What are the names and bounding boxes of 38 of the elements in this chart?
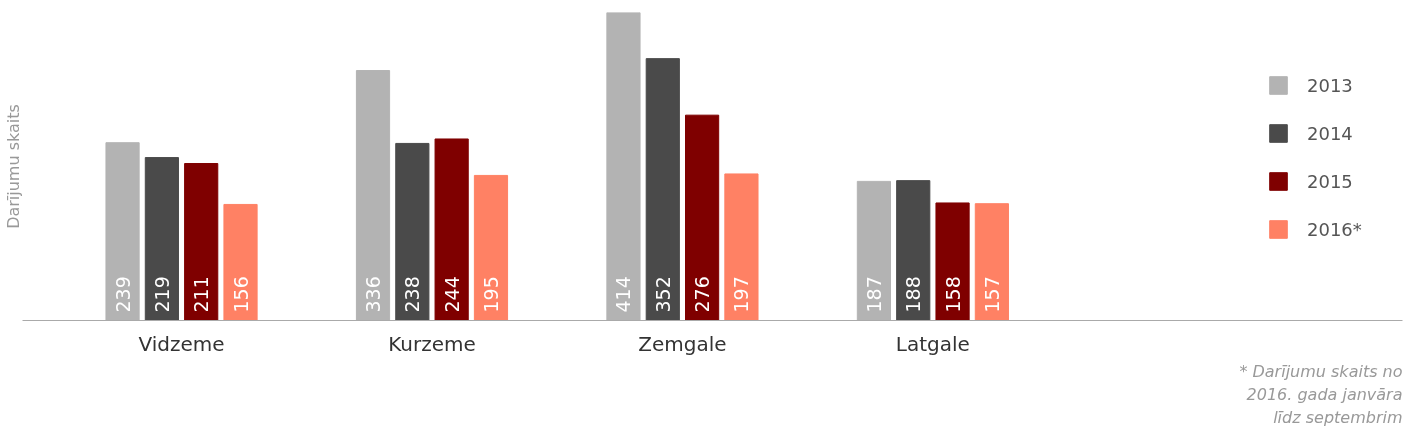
data-label: 187 (862, 276, 885, 313)
bar (144, 157, 179, 321)
data-label: 156 (229, 276, 252, 313)
data-label: 157 (980, 276, 1003, 313)
data-label: 336 (362, 276, 385, 313)
data-label: 276 (691, 276, 714, 313)
bar (724, 173, 759, 321)
legend-label: 2014 (1307, 122, 1353, 144)
x-tick-label: Vidzeme (138, 331, 225, 356)
x-tick-label: Kurzeme (388, 331, 476, 356)
bar (434, 138, 469, 321)
bar (974, 203, 1009, 321)
bar (935, 202, 970, 321)
data-label: 352 (651, 276, 674, 313)
bar (184, 163, 219, 321)
data-label: 238 (401, 276, 424, 313)
bar (685, 114, 720, 321)
x-tick-label: Zemgale (638, 331, 727, 356)
bar (223, 203, 258, 321)
bar (896, 180, 931, 321)
data-label: 244 (440, 276, 463, 313)
data-label: 197 (730, 276, 753, 313)
data-label: 158 (941, 276, 964, 313)
legend-label: 2016* (1307, 218, 1362, 240)
data-label: 219 (150, 276, 173, 313)
data-label: 211 (190, 276, 213, 313)
data-label: 414 (612, 276, 635, 313)
legend-label: 2013 (1307, 74, 1353, 96)
legend-label: 2015 (1307, 170, 1353, 192)
data-label: 188 (902, 276, 925, 313)
y-axis-title: Darījumu skaits (3, 104, 23, 229)
bar (645, 58, 680, 321)
data-label: 195 (479, 276, 502, 313)
bar (473, 174, 509, 321)
text: * Darījumu skaits no 2016. gada janvāra līdz septembrim (1239, 361, 1403, 427)
x-tick-label: Latgale (895, 331, 970, 356)
bar (395, 142, 430, 321)
data-label: 239 (111, 276, 134, 313)
